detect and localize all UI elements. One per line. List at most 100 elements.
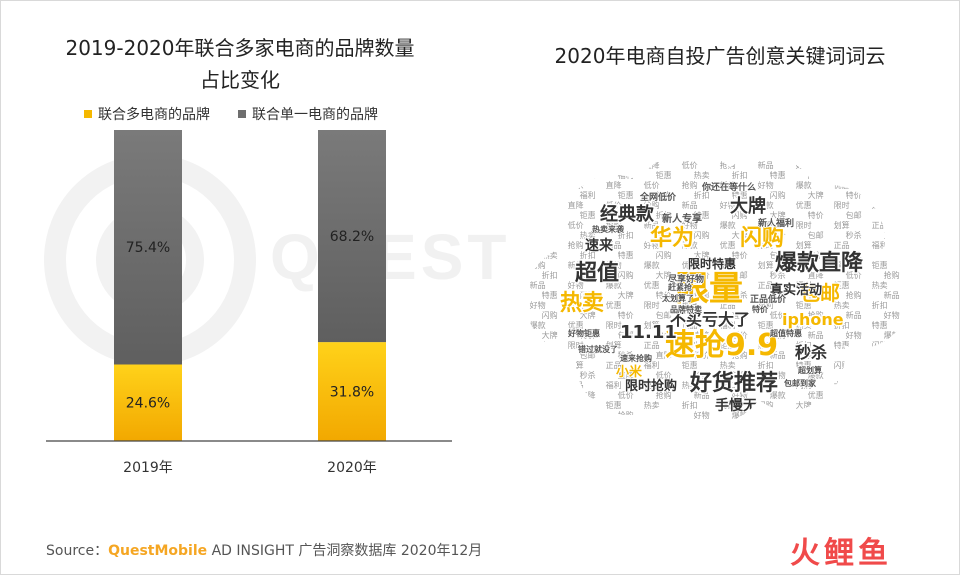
wordcloud-filler-word: 好物 <box>606 260 622 270</box>
wordcloud-filler-word: 直降 <box>694 330 710 340</box>
wordcloud-filler-word: 爆款 <box>796 180 812 190</box>
wordcloud-filler-word: 包邮 <box>808 230 824 240</box>
wordcloud-filler-word: 秒杀 <box>568 180 584 190</box>
wordcloud-filler-word: 正品 <box>542 191 558 200</box>
wordcloud-filler-word: 新品 <box>732 370 748 380</box>
wordcloud-filler-word: 正品 <box>580 171 596 180</box>
wordcloud-word: 好货推荐 <box>689 370 778 396</box>
wordcloud-filler-word: 福利 <box>834 260 850 270</box>
wordcloud-filler-word: 包邮 <box>656 310 672 320</box>
wordcloud-filler-word: 划算 <box>884 390 900 400</box>
wordcloud-filler-word: 正品 <box>796 261 812 270</box>
wordcloud-filler-word: 优惠 <box>682 260 698 270</box>
wordcloud-filler-word: 钜惠 <box>542 230 558 240</box>
wordcloud-filler-word: 直降 <box>808 270 824 280</box>
wordcloud-word: 你还在等什么 <box>701 181 756 193</box>
wordcloud-filler-word: 新品 <box>656 410 672 420</box>
wordcloud-filler-word: 正品 <box>758 281 774 290</box>
wordcloud-filler-word: 特价 <box>846 190 862 200</box>
wordcloud-word: 速来抢购 <box>620 353 652 363</box>
wordcloud-word: 秒杀 <box>795 343 827 362</box>
wordcloud-filler-word: 折扣 <box>682 400 698 410</box>
wordcloud-filler-word: 大牌 <box>846 170 862 180</box>
wordcloud-word: 华为 <box>650 225 694 251</box>
wordcloud-filler-word: 特惠 <box>618 250 634 260</box>
wordcloud-word: 大牌 <box>730 195 766 217</box>
wordcloud-filler-word: 折扣 <box>580 250 596 260</box>
wordcloud-filler-word: 包邮 <box>530 180 546 190</box>
wordcloud-filler-word: 好物 <box>682 220 698 230</box>
wordcloud-filler-word: 限时 <box>568 340 584 350</box>
wordcloud-filler-word: 爆款 <box>834 160 850 170</box>
wordcloud-filler-word: 秒杀 <box>884 210 900 220</box>
wordcloud-filler-word: 直降 <box>606 180 622 190</box>
wordcloud-filler-word: 特惠 <box>758 380 774 390</box>
wordcloud-filler-word: 优惠 <box>834 180 850 190</box>
wordcloud-filler-word: 直降 <box>618 370 634 380</box>
wordcloud-filler-word: 大牌 <box>618 290 634 300</box>
wordcloud-filler-word: 正品 <box>530 401 546 410</box>
brand-logo: 火鲤鱼 <box>790 536 892 571</box>
wordcloud-filler-word: 抢购 <box>644 200 660 210</box>
wordcloud-filler-word: 好物 <box>568 280 584 290</box>
wordcloud-filler-word: 特价 <box>834 400 850 410</box>
wordcloud-filler-word: 抢购 <box>808 310 824 320</box>
wordcloud-filler-word: 钜惠 <box>580 210 596 220</box>
wordcloud-filler-word: 正品 <box>606 361 622 370</box>
wordcloud-filler-word: 秒杀 <box>656 330 672 340</box>
wordcloud-filler-word: 闪购 <box>542 310 558 320</box>
wordcloud-word: 闪购 <box>740 225 784 251</box>
wordcloud-filler-word: 划算 <box>796 240 812 250</box>
wordcloud-filler-word: 正品 <box>568 381 584 390</box>
wordcloud-filler-word: 折扣 <box>872 300 888 310</box>
wordcloud-filler-word: 钜惠 <box>720 340 736 350</box>
wordcloud-filler-word: 秒杀 <box>606 160 622 170</box>
wordcloud-filler-word: 新品 <box>720 180 736 190</box>
wordcloud-filler-word: 特价 <box>530 160 546 170</box>
wordcloud-filler-word: 直降 <box>846 250 862 260</box>
wordcloud-filler-word: 折扣 <box>542 270 558 280</box>
wordcloud-filler-word: 爆款 <box>884 330 900 340</box>
wordcloud-filler-word: 折扣 <box>720 380 736 390</box>
wordcloud-filler-word: 福利 <box>618 170 634 180</box>
source-prefix: Source： <box>46 543 109 559</box>
wordcloud-filler-word: 划算 <box>910 180 920 190</box>
wordcloud-filler-word: 低价 <box>618 390 634 400</box>
wordcloud-filler-word: 钜惠 <box>618 190 634 200</box>
wordcloud-filler-word: 好物 <box>770 370 786 380</box>
wordcloud-filler-word: 爆款 <box>682 240 698 250</box>
wordcloud-filler-word: 特价 <box>872 380 888 390</box>
wordcloud-filler-word: 热卖 <box>644 400 660 410</box>
wordcloud-filler-word: 新品 <box>846 310 862 320</box>
x-tick-label-1: 2019年 <box>123 460 173 476</box>
legend-item-multi: 联合多电商的品牌 <box>84 104 210 124</box>
wordcloud-word: 手慢无 <box>715 397 757 414</box>
wordcloud-filler-word: 包邮 <box>732 270 748 280</box>
wordcloud-filler-word: 福利 <box>542 210 558 220</box>
wordcloud-filler-word: 划算 <box>758 260 774 270</box>
wordcloud-filler-word: 抢购 <box>846 290 862 300</box>
wordcloud-filler-word: 爆款 <box>720 220 736 230</box>
wordcloud-filler-word: 新品 <box>568 260 584 270</box>
wordcloud-filler-word: 正品 <box>720 301 736 310</box>
wordcloud-filler-word: 包邮 <box>910 380 920 390</box>
wordcloud-filler-word: 折扣 <box>834 320 850 330</box>
wordcloud-filler-word: 优惠 <box>530 340 546 350</box>
wordcloud-filler-word: 爆款 <box>758 200 774 210</box>
wordcloud-filler-word: 福利 <box>758 300 774 310</box>
wordcloud-filler-word: 限时 <box>530 360 546 370</box>
wordcloud-filler-word: 新品 <box>644 220 660 230</box>
source-brand: QuestMobile <box>108 543 208 559</box>
wordcloud-filler-word: 优惠 <box>884 350 900 360</box>
wordcloud-word: 品牌特卖 <box>670 304 702 314</box>
wordcloud-filler-word: 优惠 <box>846 370 862 380</box>
chart-title: 2019-2020年联合多家电商的品牌数量 占比变化 <box>30 32 450 96</box>
wordcloud-filler-word: 新品 <box>758 160 774 170</box>
wordcloud-filler-word: 包邮 <box>694 290 710 300</box>
wordcloud-filler-word: 钜惠 <box>682 360 698 370</box>
wordcloud-filler-word: 新品 <box>606 240 622 250</box>
wordcloud-filler-word: 大牌 <box>796 400 812 410</box>
wordcloud-word: 11.11 <box>620 322 677 343</box>
wordcloud-word: 好物钜惠 <box>567 328 600 338</box>
wordcloud-filler-word: 钜惠 <box>656 170 672 180</box>
